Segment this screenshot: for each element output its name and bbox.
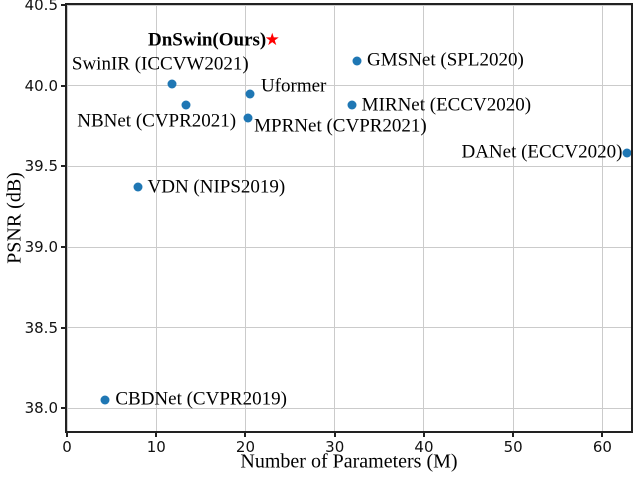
point-label-mirnet: MIRNet (ECCV2020) (361, 94, 532, 116)
gridline-horizontal (67, 327, 631, 329)
y-tick-label: 40.5 (24, 0, 58, 14)
x-tick-mark (512, 433, 515, 437)
dot-marker-mirnet (347, 100, 357, 110)
x-tick-mark (422, 433, 425, 437)
gridline-vertical (155, 5, 157, 431)
x-axis-title: Number of Parameters (M) (240, 450, 458, 473)
dot-marker-swinir (167, 79, 177, 89)
gridline-horizontal (67, 85, 631, 87)
dot-marker-vdn (133, 182, 142, 192)
dot-marker-cbdnet (100, 395, 110, 405)
y-tick-mark (61, 4, 65, 6)
dot-marker-danet (622, 148, 632, 158)
gridline-vertical (423, 5, 425, 431)
x-tick-mark (244, 433, 247, 437)
dot-marker-gmsnet (352, 56, 362, 66)
x-tick-label: 60 (592, 438, 612, 456)
gridline-horizontal (67, 246, 631, 248)
x-tick-label: 40 (414, 438, 434, 456)
point-label-danet: DANet (ECCV2020) (461, 142, 623, 164)
x-tick-label: 50 (503, 438, 523, 456)
y-axis-title: PSNR (dB) (3, 172, 26, 264)
x-tick-mark (333, 433, 336, 437)
point-label-mprnet: MPRNet (CVPR2021) (254, 115, 427, 137)
gridline-vertical (66, 5, 68, 431)
y-tick-label: 39.5 (24, 157, 58, 176)
point-label-nbnet: NBNet (CVPR2021) (77, 110, 237, 132)
point-label-vdn: VDN (NIPS2019) (147, 176, 286, 198)
x-tick-label: 0 (62, 438, 72, 456)
point-label-dnswin: DnSwin(Ours) (148, 29, 267, 51)
gridline-vertical (512, 5, 514, 431)
gridline-horizontal (67, 165, 631, 167)
gridline-vertical (244, 5, 246, 431)
y-tick-mark (61, 246, 65, 249)
point-label-swinir: SwinIR (ICCVW2021) (71, 53, 249, 75)
x-tick-label: 20 (235, 438, 256, 456)
gridline-horizontal (67, 4, 631, 6)
y-tick-mark (61, 407, 65, 410)
point-label-cbdnet: CBDNet (CVPR2019) (115, 388, 287, 410)
y-tick-mark (61, 84, 65, 87)
y-tick-mark (61, 165, 65, 168)
gridline-vertical (334, 5, 336, 431)
point-label-gmsnet: GMSNet (SPL2020) (367, 50, 524, 72)
y-tick-label: 40.0 (24, 76, 58, 95)
gridline-vertical (601, 5, 603, 431)
y-tick-mark (61, 326, 65, 329)
y-tick-label: 38.5 (24, 318, 58, 337)
y-tick-label: 38.0 (24, 399, 58, 418)
dot-marker-uformer (245, 89, 255, 99)
x-tick-mark (66, 433, 68, 437)
dot-marker-nbnet (181, 100, 191, 110)
y-tick-label: 39.0 (24, 238, 58, 257)
x-tick-mark (601, 433, 604, 437)
x-tick-label: 10 (146, 438, 166, 456)
dot-marker-mprnet (243, 113, 253, 123)
x-tick-label: 30 (325, 438, 345, 456)
gridline-horizontal (67, 407, 631, 409)
star-marker-dnswin: ★ (264, 29, 280, 50)
point-label-uformer: Uformer (260, 75, 327, 97)
plot-area: ★ DnSwin(Ours) SwinIR (ICCVW2021) NBNet (CV… (66, 4, 632, 431)
x-tick-mark (155, 433, 158, 437)
